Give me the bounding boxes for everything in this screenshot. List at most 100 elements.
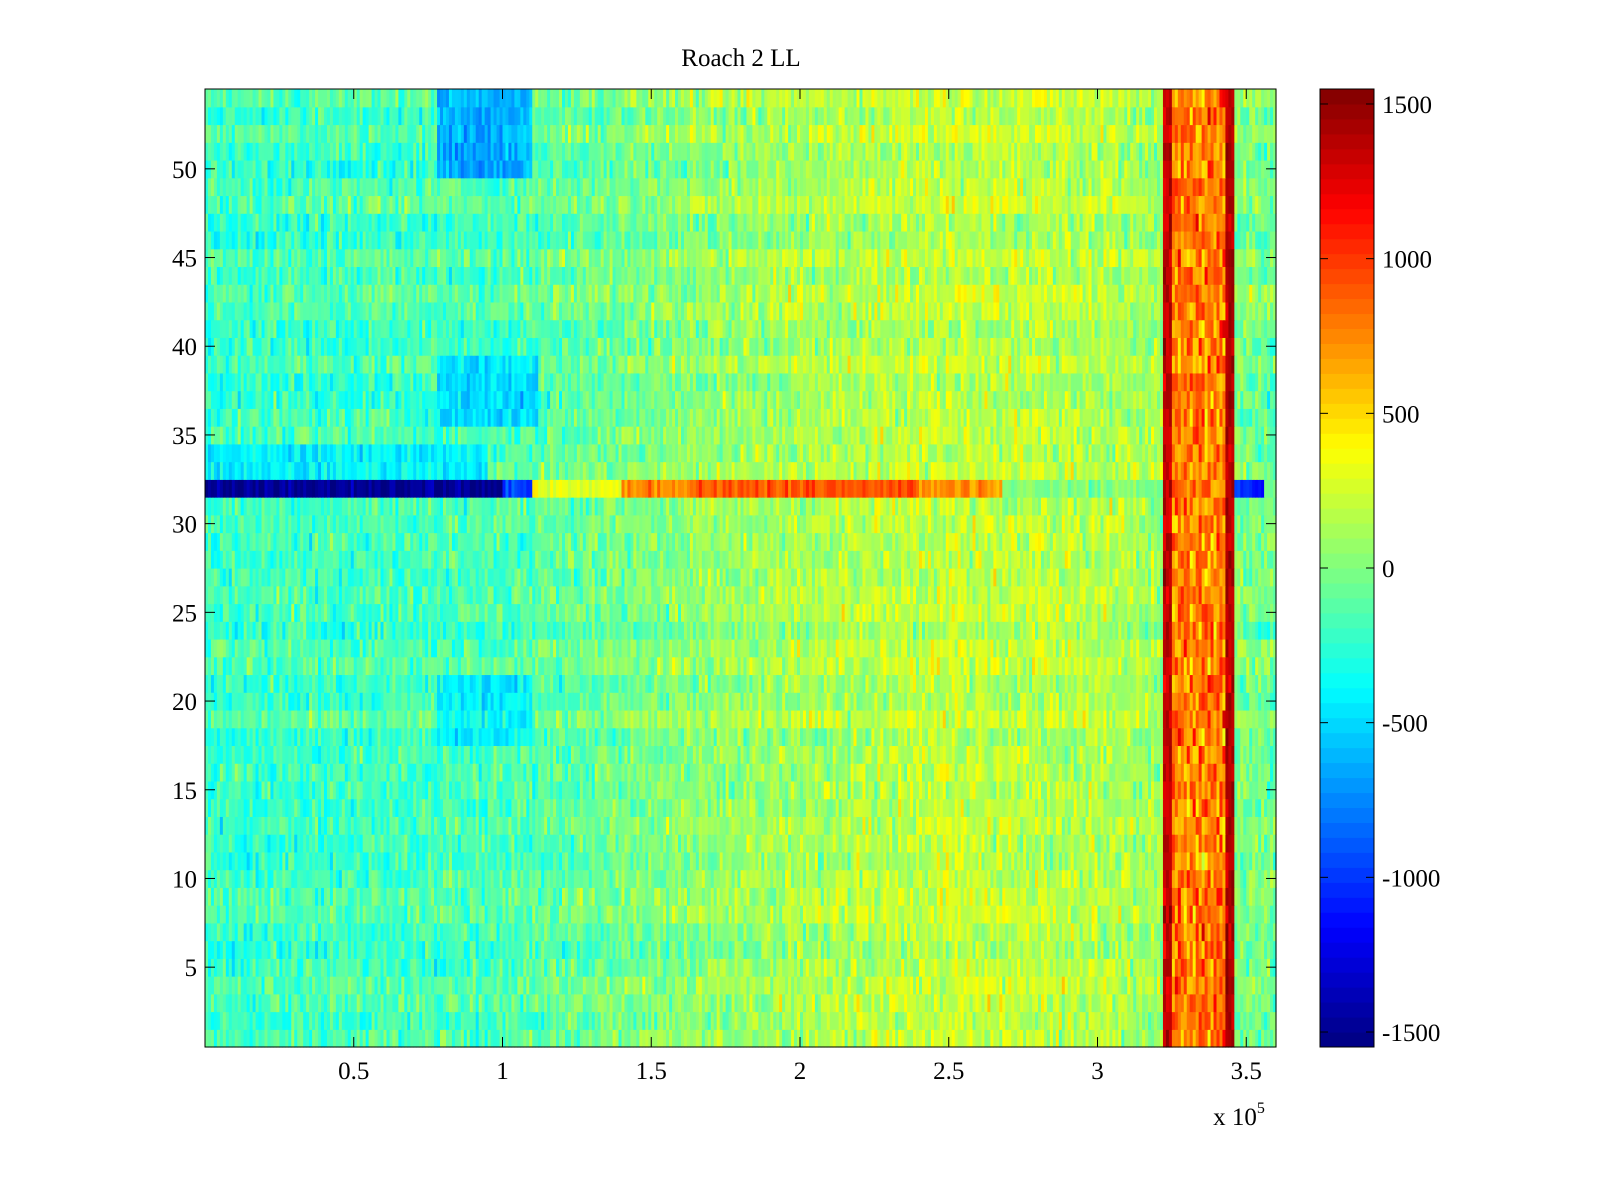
heatmap-cell: [877, 976, 881, 995]
heatmap-cell: [1168, 976, 1173, 995]
heatmap-cell: [437, 922, 441, 942]
heatmap-cell: [1258, 1011, 1262, 1030]
heatmap-cell: [374, 976, 379, 995]
heatmap-cell: [541, 1029, 545, 1048]
heatmap-cell: [999, 1029, 1003, 1048]
heatmap-cell: [1177, 1029, 1182, 1048]
heatmap-cell: [788, 993, 792, 1013]
heatmap-cell: [1008, 851, 1012, 871]
heatmap-cell: [1207, 976, 1212, 995]
heatmap-cell: [627, 851, 632, 871]
heatmap-cell: [835, 958, 840, 977]
heatmap-cell: [1088, 976, 1093, 995]
heatmap-cell: [443, 922, 447, 942]
heatmap-cell: [529, 905, 533, 924]
heatmap-cell: [835, 976, 840, 995]
heatmap-cell: [213, 922, 218, 942]
heatmap-cell: [243, 976, 248, 995]
heatmap-cell: [1038, 922, 1042, 942]
heatmap-cell: [1097, 976, 1102, 995]
heatmap-cell: [913, 976, 917, 995]
heatmap-cell: [377, 1011, 382, 1030]
heatmap-cell: [749, 851, 753, 871]
heatmap-cell: [1222, 887, 1227, 906]
heatmap-cell: [698, 1029, 703, 1048]
heatmap-cell: [862, 976, 867, 995]
heatmap-cell: [240, 922, 245, 942]
heatmap-cell: [261, 940, 266, 959]
heatmap-cell: [508, 851, 513, 871]
heatmap-cell: [428, 1029, 432, 1048]
heatmap-cell: [395, 905, 399, 924]
heatmap-cell: [886, 887, 890, 906]
heatmap-cell: [1165, 976, 1170, 995]
heatmap-cell: [463, 958, 468, 977]
heatmap-cell: [228, 851, 233, 871]
heatmap-cell: [303, 1011, 307, 1030]
heatmap-cell: [538, 1011, 542, 1030]
heatmap-cell: [847, 905, 852, 924]
heatmap-cell: [927, 940, 932, 959]
heatmap-cell: [829, 958, 834, 977]
heatmap-cell: [371, 1011, 376, 1030]
heatmap-cell: [1073, 976, 1078, 995]
heatmap-cell: [734, 940, 739, 959]
heatmap-cell: [675, 887, 679, 906]
heatmap-cell: [731, 976, 736, 995]
heatmap-cell: [743, 958, 748, 977]
heatmap-cell: [514, 887, 518, 906]
heatmap-cell: [921, 869, 926, 888]
heatmap-cell: [547, 958, 551, 977]
heatmap-cell: [255, 1011, 260, 1030]
heatmap-cell: [615, 958, 620, 977]
heatmap-cell: [883, 1029, 887, 1048]
heatmap-cell: [734, 905, 739, 924]
heatmap-cell: [907, 851, 911, 871]
heatmap-cell: [392, 940, 396, 959]
heatmap-cell: [645, 1011, 649, 1030]
heatmap-cell: [407, 958, 411, 977]
heatmap-cell: [1029, 922, 1033, 942]
heatmap-cell: [243, 1011, 248, 1030]
heatmap-cell: [252, 887, 257, 906]
heatmap-cell: [1139, 851, 1143, 871]
heatmap-cell: [1264, 851, 1268, 871]
heatmap-cell: [1058, 976, 1063, 995]
heatmap-cell: [1008, 869, 1012, 888]
heatmap-cell: [407, 1029, 411, 1048]
heatmap-cell: [1177, 976, 1182, 995]
heatmap-cell: [1177, 958, 1182, 977]
heatmap-cell: [1014, 1029, 1018, 1048]
heatmap-cell: [924, 1011, 929, 1030]
heatmap-cell: [1040, 1029, 1045, 1048]
heatmap-cell: [389, 940, 394, 959]
heatmap-cell: [478, 940, 483, 959]
heatmap-cell: [901, 922, 905, 942]
heatmap-cell: [356, 1011, 361, 1030]
heatmap-cell: [916, 922, 920, 942]
heatmap-cell: [508, 905, 513, 924]
heatmap-cell: [948, 905, 953, 924]
heatmap-cell: [642, 958, 646, 977]
heatmap-cell: [954, 887, 959, 906]
heatmap-cell: [1106, 869, 1110, 888]
heatmap-cell: [773, 958, 777, 977]
heatmap-cell: [312, 869, 316, 888]
heatmap-cell: [559, 1011, 563, 1030]
heatmap-cell: [344, 922, 349, 942]
heatmap-cell: [225, 940, 230, 959]
heatmap-cell: [606, 922, 611, 942]
heatmap-cell: [639, 905, 643, 924]
heatmap-cell: [734, 922, 739, 942]
heatmap-cell: [356, 976, 361, 995]
heatmap-cell: [609, 958, 614, 977]
heatmap-cell: [603, 958, 608, 977]
heatmap-cell: [838, 993, 843, 1013]
heatmap-cell: [1085, 993, 1090, 1013]
heatmap-cell: [942, 976, 947, 995]
heatmap-cell: [868, 1029, 872, 1048]
heatmap-cell: [475, 1011, 480, 1030]
heatmap-cell: [808, 940, 813, 959]
heatmap-cell: [600, 869, 605, 888]
heatmap-cell: [927, 851, 932, 871]
